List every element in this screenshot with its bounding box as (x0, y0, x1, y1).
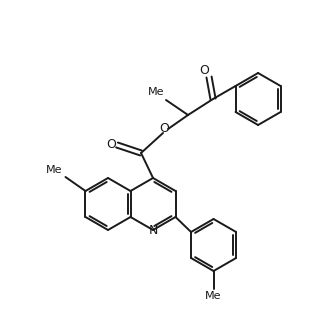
Text: O: O (106, 138, 116, 151)
Text: Me: Me (148, 87, 164, 97)
Text: O: O (199, 63, 209, 77)
Text: O: O (159, 122, 169, 136)
Text: N: N (148, 224, 158, 236)
Text: Me: Me (46, 165, 62, 175)
Text: Me: Me (205, 291, 222, 301)
